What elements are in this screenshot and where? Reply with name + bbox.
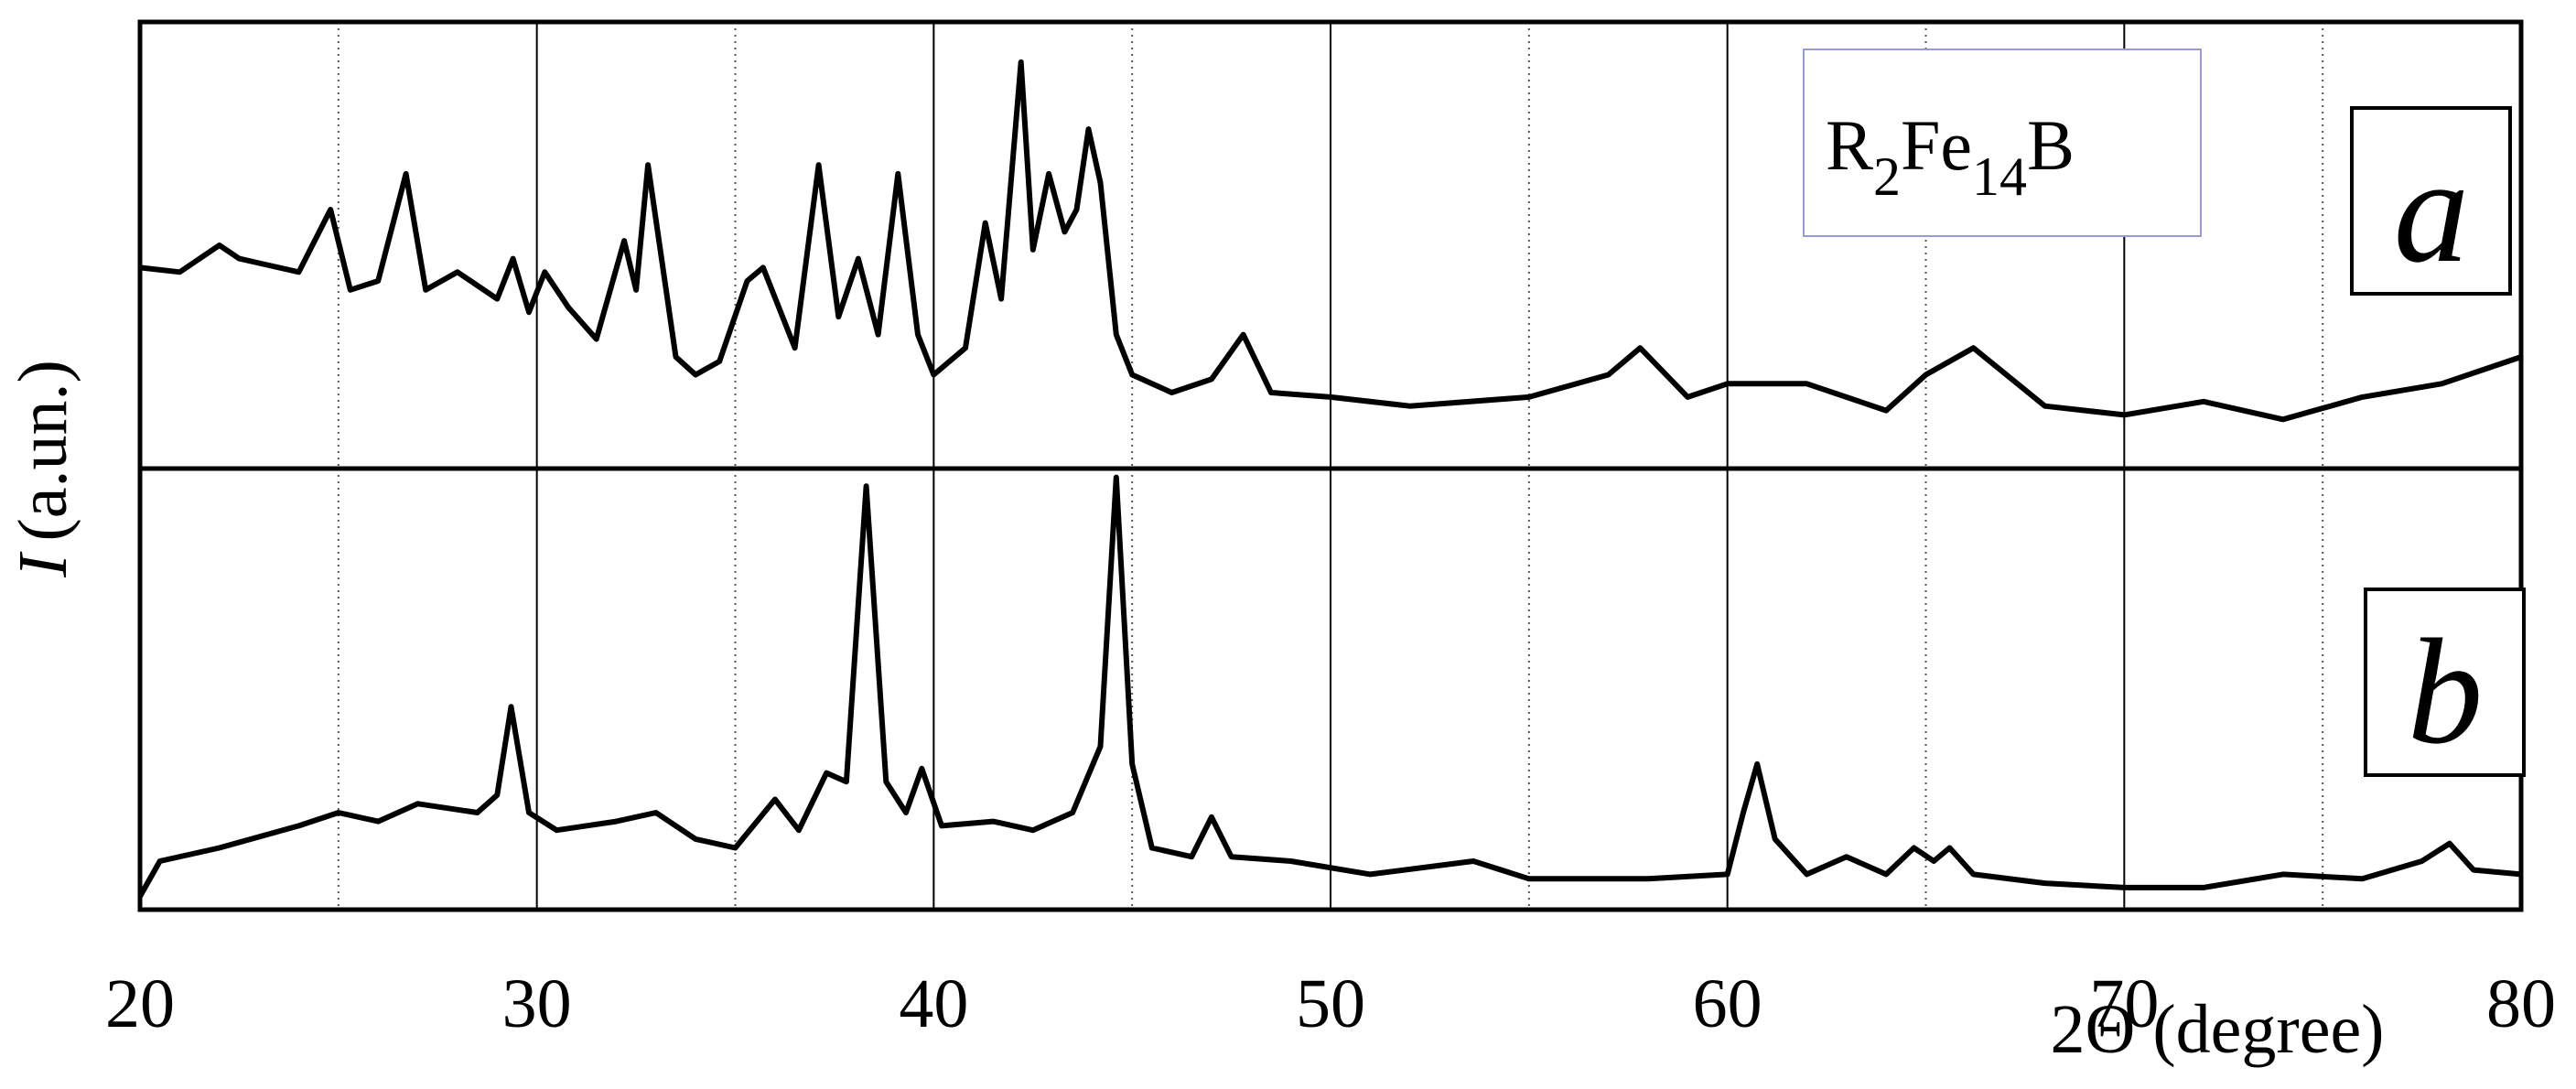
panel-label: a [2394, 126, 2470, 294]
y-axis-label: I (a.un.) [5, 360, 81, 578]
panel-label-box [2350, 106, 2512, 296]
x-tick-label: 40 [899, 965, 968, 1042]
data-line [139, 59, 2522, 423]
panel-label: b [2408, 608, 2484, 775]
annotation-text: B [2027, 105, 2075, 185]
x-tick-label: 60 [1693, 965, 1762, 1042]
x-tick-label: 50 [1296, 965, 1365, 1042]
annotation-text: Fe [1901, 105, 1972, 185]
x-tick-label: 80 [2486, 965, 2556, 1042]
panel-label-box [2364, 588, 2526, 777]
annotation-text: R [1826, 105, 1873, 185]
annotation-box [1803, 49, 2202, 237]
data-line [137, 474, 2522, 898]
annotation-subscript: 14 [1972, 146, 2027, 207]
annotation-subscript: 2 [1873, 146, 1901, 207]
x-tick-label: 70 [2089, 965, 2159, 1042]
x-tick-label: 30 [502, 965, 572, 1042]
annotation: R2Fe14B [1826, 105, 2075, 207]
y-axis-symbol: I [5, 551, 81, 578]
x-axis-label: 2Θ (degree) [2050, 991, 2384, 1068]
x-tick-label: 20 [105, 965, 175, 1042]
y-axis-unit: (a.un.) [5, 360, 81, 541]
